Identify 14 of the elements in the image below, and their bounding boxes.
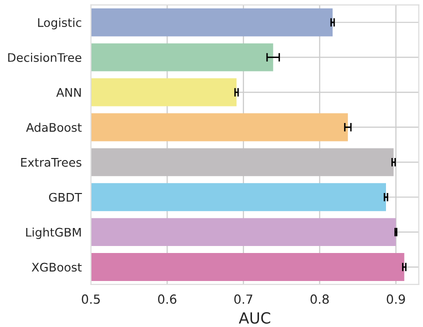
y-tick-label: ANN (56, 88, 81, 97)
y-tick-label: XGBoost (32, 262, 82, 272)
x-tick-label: 0.8 (310, 294, 329, 304)
y-tick-label: AdaBoost (26, 122, 82, 132)
y-tick-label: DecisionTree (8, 52, 82, 62)
x-tick-label: 0.9 (386, 294, 405, 304)
y-tick-label: ExtraTrees (21, 158, 82, 167)
y-tick-label: Logistic (38, 18, 82, 30)
x-tick-label: 0.6 (158, 294, 176, 304)
y-tick-label: LightGBM (26, 228, 81, 240)
y-tick-label: GBDT (49, 192, 82, 202)
x-tick-label: 0.5 (82, 294, 100, 304)
x-axis-title: AUC (238, 312, 270, 324)
x-tick-label: 0.7 (234, 294, 252, 304)
